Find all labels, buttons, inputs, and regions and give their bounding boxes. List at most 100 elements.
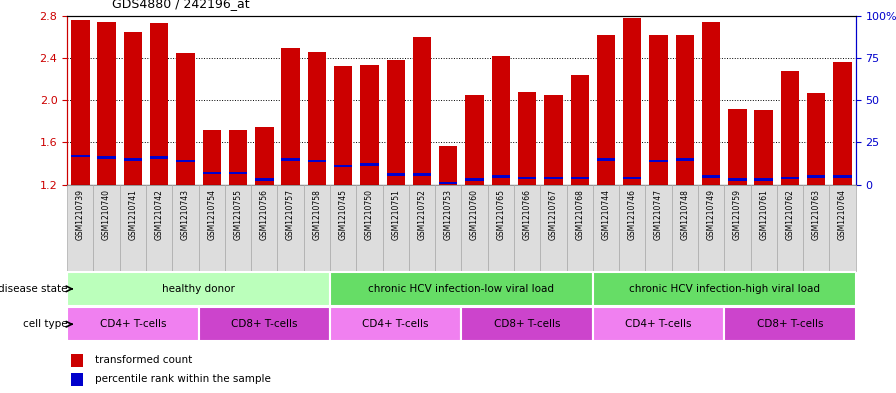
Bar [650, 160, 668, 162]
Text: GSM1210757: GSM1210757 [286, 189, 295, 240]
Text: GSM1210743: GSM1210743 [181, 189, 190, 240]
Bar [330, 307, 461, 341]
Bar [93, 185, 120, 271]
Text: GSM1210739: GSM1210739 [76, 189, 85, 240]
Bar [597, 35, 616, 185]
Bar [728, 178, 746, 181]
Bar [278, 185, 304, 271]
Bar [623, 18, 642, 185]
Bar [304, 185, 330, 271]
Bar [307, 160, 326, 162]
Bar [71, 354, 83, 367]
Bar [413, 37, 431, 185]
Bar [124, 158, 142, 161]
Text: GSM1210747: GSM1210747 [654, 189, 663, 240]
Text: GSM1210740: GSM1210740 [102, 189, 111, 240]
Text: GSM1210746: GSM1210746 [628, 189, 637, 240]
Bar [724, 185, 751, 271]
Text: GSM1210758: GSM1210758 [313, 189, 322, 240]
Bar [544, 176, 563, 179]
Bar [571, 75, 589, 185]
Bar [728, 108, 746, 185]
Bar [492, 175, 510, 178]
Bar [623, 176, 642, 179]
Bar [465, 95, 484, 185]
Text: GSM1210745: GSM1210745 [339, 189, 348, 240]
Text: cell type: cell type [22, 319, 67, 329]
Bar [71, 155, 90, 157]
Text: GSM1210756: GSM1210756 [260, 189, 269, 240]
Bar [360, 163, 379, 166]
Text: CD4+ T-cells: CD4+ T-cells [363, 319, 429, 329]
Bar [830, 185, 856, 271]
Bar [177, 53, 194, 185]
Bar [702, 175, 720, 178]
Bar [676, 35, 694, 185]
Bar [777, 185, 803, 271]
Text: GSM1210762: GSM1210762 [786, 189, 795, 240]
Bar [461, 307, 593, 341]
Text: CD8+ T-cells: CD8+ T-cells [231, 319, 297, 329]
Text: healthy donor: healthy donor [162, 284, 235, 294]
Bar [307, 51, 326, 185]
Text: GSM1210752: GSM1210752 [418, 189, 426, 240]
Bar [228, 130, 247, 185]
Bar [124, 31, 142, 185]
Text: chronic HCV infection-low viral load: chronic HCV infection-low viral load [368, 284, 555, 294]
Bar [413, 173, 431, 176]
Bar [357, 185, 383, 271]
Text: GDS4880 / 242196_at: GDS4880 / 242196_at [112, 0, 250, 10]
Bar [698, 185, 724, 271]
Text: GSM1210759: GSM1210759 [733, 189, 742, 240]
Text: GSM1210748: GSM1210748 [680, 189, 689, 240]
Bar [724, 307, 856, 341]
Text: transformed count: transformed count [95, 355, 192, 365]
Bar [540, 185, 566, 271]
Bar [330, 185, 357, 271]
Bar [202, 172, 221, 174]
Bar [619, 185, 645, 271]
Bar [67, 307, 199, 341]
Bar [645, 185, 672, 271]
Bar [487, 185, 514, 271]
Bar [672, 185, 698, 271]
Bar [593, 185, 619, 271]
Bar [676, 158, 694, 161]
Bar [330, 272, 593, 306]
Text: percentile rank within the sample: percentile rank within the sample [95, 374, 271, 384]
Bar [177, 160, 194, 162]
Text: CD4+ T-cells: CD4+ T-cells [625, 319, 692, 329]
Bar [334, 66, 352, 185]
Bar [199, 185, 225, 271]
Bar [439, 146, 458, 185]
Bar [71, 373, 83, 386]
Text: GSM1210742: GSM1210742 [155, 189, 164, 240]
Bar [98, 156, 116, 159]
Bar [120, 185, 146, 271]
Text: GSM1210768: GSM1210768 [575, 189, 584, 240]
Bar [780, 176, 799, 179]
Text: chronic HCV infection-high viral load: chronic HCV infection-high viral load [629, 284, 820, 294]
Text: GSM1210764: GSM1210764 [838, 189, 847, 240]
Bar [172, 185, 199, 271]
Bar [225, 185, 251, 271]
Bar [566, 185, 593, 271]
Bar [228, 172, 247, 174]
Text: CD8+ T-cells: CD8+ T-cells [494, 319, 560, 329]
Bar [597, 158, 616, 161]
Bar [439, 182, 458, 184]
Bar [465, 178, 484, 181]
Bar [251, 185, 278, 271]
Bar [803, 185, 830, 271]
Text: GSM1210761: GSM1210761 [759, 189, 768, 240]
Bar [461, 185, 487, 271]
Bar [518, 92, 537, 185]
Bar [650, 35, 668, 185]
Bar [544, 95, 563, 185]
Bar [146, 185, 172, 271]
Bar [751, 185, 777, 271]
Bar [150, 156, 168, 159]
Text: GSM1210754: GSM1210754 [207, 189, 216, 240]
Bar [386, 60, 405, 185]
Text: GSM1210741: GSM1210741 [128, 189, 137, 240]
